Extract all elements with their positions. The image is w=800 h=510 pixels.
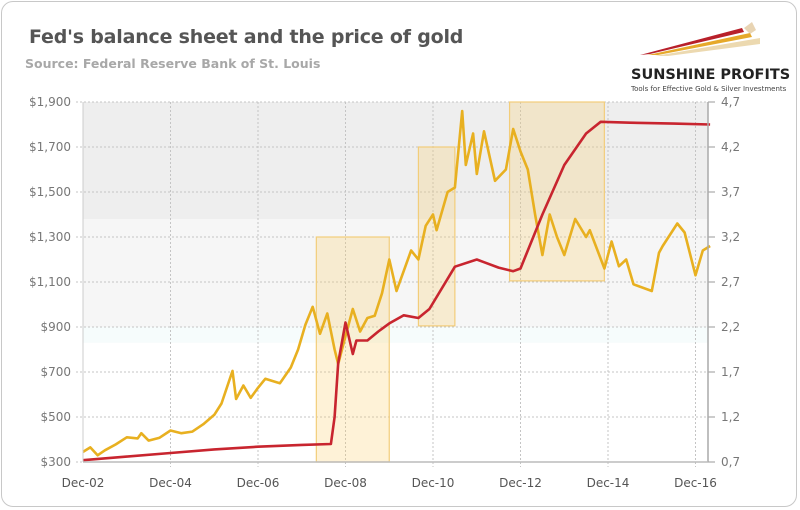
x-tick-label: Dec-02 <box>62 476 105 490</box>
y-left-tick-label: $1,100 <box>29 275 71 289</box>
logo-tagline: Tools for Effective Gold & Silver Invest… <box>630 85 787 93</box>
x-tick-label: Dec-10 <box>412 476 455 490</box>
y-left-tick-label: $1,300 <box>29 230 71 244</box>
x-tick-label: Dec-04 <box>149 476 192 490</box>
x-tick-label: Dec-16 <box>674 476 717 490</box>
y-left-tick-label: $1,500 <box>29 185 71 199</box>
y-left-tick-label: $900 <box>40 320 71 334</box>
y-right-tick-label: 1,2 <box>721 410 740 424</box>
y-left-tick-label: $1,900 <box>29 95 71 109</box>
x-tick-label: Dec-06 <box>237 476 280 490</box>
chart-subtitle: Source: Federal Reserve Bank of St. Loui… <box>25 56 321 71</box>
background-band <box>83 219 708 327</box>
x-tick-label: Dec-08 <box>324 476 367 490</box>
y-left-tick-label: $1,700 <box>29 140 71 154</box>
chart-title: Fed's balance sheet and the price of gol… <box>29 26 464 48</box>
y-left-tick-label: $300 <box>40 455 71 469</box>
sunshine-profits-logo: SUNSHINE PROFITS Tools for Effective Gol… <box>630 22 790 93</box>
y-right-tick-label: 2,7 <box>721 275 740 289</box>
y-left-tick-label: $700 <box>40 365 71 379</box>
y-right-tick-label: 1,7 <box>721 365 740 379</box>
background-band <box>83 327 708 343</box>
x-tick-label: Dec-12 <box>499 476 542 490</box>
gold-price-line <box>82 109 711 457</box>
y-left-tick-label: $500 <box>40 410 71 424</box>
logo-name: SUNSHINE PROFITS <box>631 67 790 83</box>
y-right-tick-label: 3,2 <box>721 230 740 244</box>
y-right-tick-label: 4,7 <box>721 95 740 109</box>
fed-balance-sheet-line <box>82 120 711 462</box>
x-tick-label: Dec-14 <box>587 476 630 490</box>
y-right-tick-label: 2,2 <box>721 320 740 334</box>
y-right-tick-label: 4,2 <box>721 140 740 154</box>
logo-rays-icon <box>640 22 760 56</box>
y-right-tick-label: 3,7 <box>721 185 740 199</box>
background-band <box>83 102 708 219</box>
y-right-tick-label: 0,7 <box>721 455 740 469</box>
